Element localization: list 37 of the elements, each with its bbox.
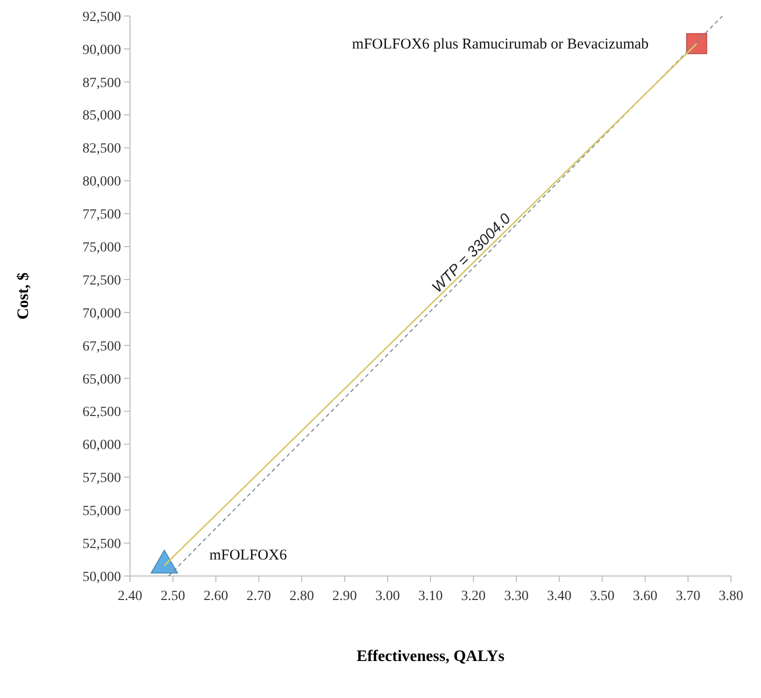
x-tick-label: 3.80	[718, 589, 744, 604]
y-axis-title: Cost, $	[15, 272, 32, 320]
x-axis-title: Effectiveness, QALYs	[356, 648, 504, 665]
x-tick-label: 3.20	[461, 589, 486, 604]
x-tick-label: 3.60	[632, 589, 658, 604]
y-tick-label: 82,500	[82, 142, 121, 157]
x-tick-label: 3.50	[590, 589, 614, 604]
text: mFOLFOX6	[209, 547, 288, 564]
x-tick-label: 2.90	[332, 589, 357, 604]
y-tick-label: 52,500	[82, 536, 121, 552]
y-tick-label: 55,000	[82, 504, 121, 520]
y-tick-label: 70,000	[82, 306, 121, 322]
x-tick-label: 3.10	[418, 589, 443, 604]
y-tick-label: 72,500	[82, 273, 121, 288]
x-tick-label: 2.50	[160, 589, 186, 604]
y-tick-label: 92,500	[82, 10, 121, 25]
y-tick-label: 87,500	[82, 76, 121, 91]
x-tick-label: 3.70	[676, 589, 700, 604]
y-tick-label: 62,500	[82, 405, 121, 420]
text: mFOLFOX6 plus Ramucirumab or Bevacizumab	[352, 36, 649, 53]
x-tick-label: 2.70	[246, 589, 272, 604]
x-tick-label: 2.80	[289, 589, 314, 604]
y-tick-label: 57,500	[82, 471, 121, 486]
y-tick-label: 67,500	[82, 339, 121, 354]
y-tick-label: 90,000	[82, 42, 121, 58]
y-tick-label: 77,500	[82, 208, 121, 223]
x-tick-label: 2.40	[118, 589, 142, 604]
x-tick-label: 2.60	[204, 589, 228, 604]
y-tick-label: 75,000	[82, 240, 121, 256]
y-tick-label: 65,000	[82, 372, 121, 388]
y-tick-label: 60,000	[82, 438, 121, 454]
y-tick-label: 85,000	[82, 108, 121, 124]
x-tick-label: 3.40	[547, 589, 572, 604]
x-tick-label: 3.00	[375, 589, 400, 604]
x-tick-label: 3.30	[504, 589, 529, 604]
y-tick-label: 80,000	[82, 174, 121, 190]
y-tick-label: 50,000	[82, 570, 121, 585]
